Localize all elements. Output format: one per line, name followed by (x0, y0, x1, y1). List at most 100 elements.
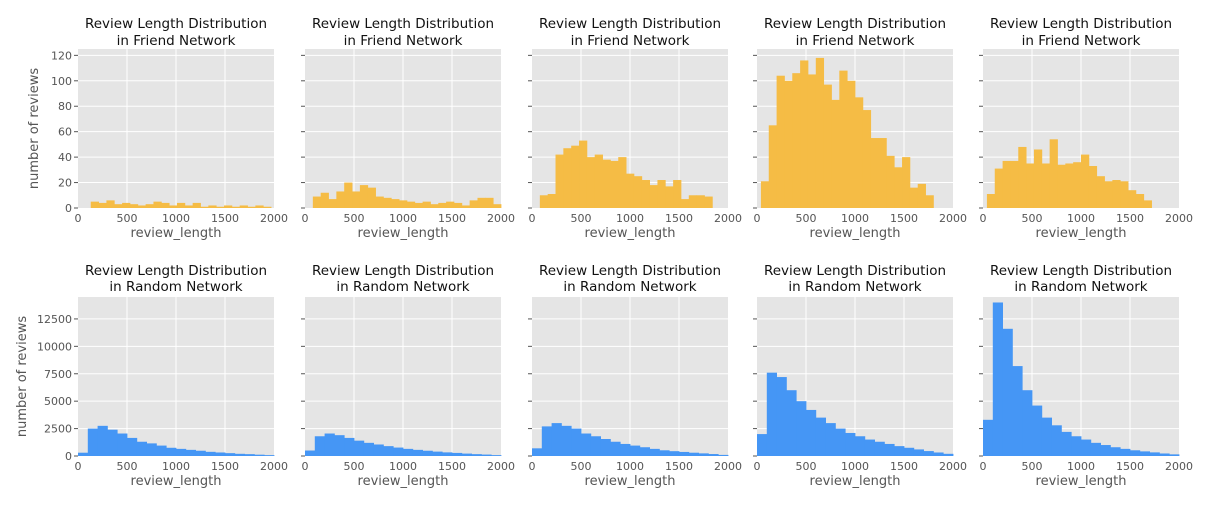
x-tick-label: 1000 (841, 212, 869, 225)
histogram-bar (649, 448, 660, 456)
x-axis-label: review_length (810, 474, 901, 489)
histogram-bar (555, 154, 564, 208)
histogram-bar (344, 437, 355, 456)
histogram-bar (106, 200, 115, 208)
histogram-bar (1051, 425, 1062, 456)
histogram-bar (862, 110, 872, 208)
histogram-bar (925, 195, 934, 208)
histogram-bar (594, 154, 603, 208)
histogram-bar (986, 194, 996, 208)
histogram-bar (1088, 166, 1098, 208)
x-tick-label: 0 (980, 212, 987, 225)
histogram-bar (933, 452, 944, 456)
x-axis-label: review_length (131, 474, 222, 489)
histogram-bar (673, 180, 682, 208)
histogram-bar (469, 200, 478, 208)
histogram-bar (354, 440, 365, 456)
histogram-bar (1049, 139, 1058, 208)
histogram-bar (1026, 163, 1035, 208)
histogram-bar (909, 187, 919, 208)
histogram-bar (815, 57, 825, 209)
histogram-bar (90, 201, 99, 208)
histogram-bar (192, 202, 201, 208)
histogram-bar (1002, 160, 1011, 208)
histogram-bar (432, 451, 443, 456)
histogram-bar (352, 191, 361, 208)
histogram-bar (430, 204, 439, 208)
histogram-bar (137, 205, 147, 208)
histogram-bar (610, 160, 619, 208)
histogram-bar (630, 445, 641, 456)
histogram-bar (375, 196, 384, 208)
histogram-bar (156, 445, 167, 456)
histogram-bar (461, 205, 471, 208)
x-axis-label: review_length (358, 474, 449, 489)
histogram-bar (1033, 149, 1043, 208)
histogram-bar (97, 425, 108, 456)
histogram-bar (815, 417, 826, 456)
x-tick-label: 500 (796, 212, 817, 225)
y-tick-label: 20 (58, 177, 72, 190)
x-tick-label: 2000 (260, 212, 288, 225)
y-axis-label: number of reviews (15, 316, 30, 438)
histogram-bar (422, 450, 433, 456)
x-tick-label: 1500 (438, 212, 466, 225)
histogram-bar (320, 192, 329, 208)
histogram-bar (254, 454, 265, 456)
histogram-bar (633, 176, 643, 208)
chart-title-line2: in Friend Network (796, 33, 915, 49)
histogram-bar (129, 204, 139, 208)
histogram-bar (1061, 431, 1072, 456)
histogram-bar (166, 447, 177, 456)
histogram-bar (992, 302, 1003, 456)
x-tick-label: 1000 (841, 460, 869, 473)
x-tick-label: 1000 (616, 460, 644, 473)
histogram-bar (383, 446, 394, 456)
histogram-bar (923, 451, 934, 456)
x-tick-label: 500 (344, 212, 365, 225)
histogram-bar (571, 145, 580, 208)
histogram-bar (184, 205, 194, 208)
chart-title-line1: Review Length Distribution (990, 16, 1172, 32)
chart-title-line1: Review Length Distribution (85, 16, 267, 32)
histogram-bar (399, 200, 408, 208)
x-tick-label: 1500 (665, 460, 693, 473)
x-tick-label: 2000 (714, 460, 742, 473)
histogram-bar (855, 436, 866, 456)
histogram-bar (481, 454, 492, 456)
x-tick-label: 0 (529, 460, 536, 473)
chart-title-line1: Review Length Distribution (990, 263, 1172, 279)
chart-title-line1: Review Length Distribution (312, 16, 494, 32)
chart-title-line2: in Random Network (1014, 279, 1147, 295)
histogram-bar (1096, 176, 1105, 208)
histogram-bar (1065, 163, 1074, 208)
histogram-bar (477, 197, 486, 208)
histogram-bar (904, 447, 915, 456)
histogram-bar (146, 443, 157, 456)
histogram-bar (195, 450, 206, 456)
histogram-bar (453, 202, 463, 208)
y-tick-label: 5000 (44, 395, 72, 408)
histogram-bar (324, 433, 335, 456)
histogram-bar (1100, 445, 1111, 456)
histogram-bar (639, 447, 650, 456)
histogram-bar (823, 84, 832, 208)
histogram-bar (532, 448, 543, 456)
x-tick-label: 2000 (487, 212, 515, 225)
histogram-bar (1090, 442, 1101, 456)
x-tick-label: 0 (980, 460, 987, 473)
histogram-bar (1032, 405, 1043, 456)
histogram-bar (305, 450, 316, 456)
histogram-bar (1041, 163, 1051, 208)
histogram-bar (367, 187, 376, 208)
histogram-bar (87, 428, 98, 456)
x-tick-label: 1500 (438, 460, 466, 473)
histogram-bar (461, 453, 472, 456)
histogram-bar (107, 429, 118, 456)
histogram-bar (561, 425, 572, 456)
x-tick-label: 1000 (389, 460, 417, 473)
